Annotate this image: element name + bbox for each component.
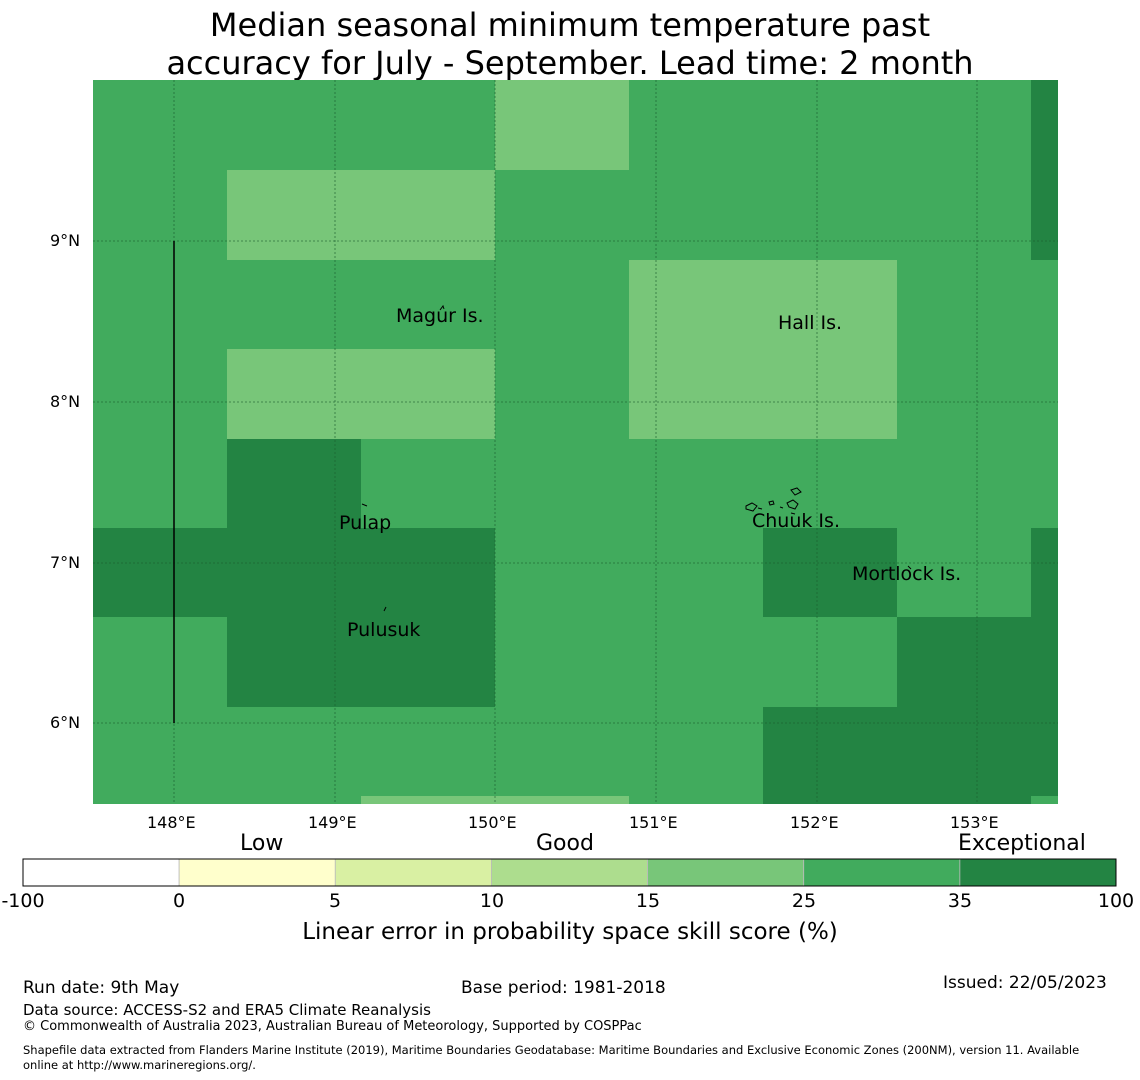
colorbar-tick: -100 xyxy=(1,890,45,912)
colorbar-segment xyxy=(22,858,180,887)
colorbar-outline xyxy=(22,858,1117,887)
colorbar-tick: 35 xyxy=(947,890,973,912)
colorbar-category-good: Good xyxy=(536,831,594,856)
colorbar-tick: 15 xyxy=(635,890,661,912)
colorbar-tick: 10 xyxy=(479,890,505,912)
gridlines xyxy=(93,80,1058,804)
data-source: Data source: ACCESS-S2 and ERA5 Climate … xyxy=(23,1001,431,1019)
skill-cell-light xyxy=(227,170,495,260)
base-period: Base period: 1981-2018 xyxy=(461,978,666,998)
skill-cell-dark xyxy=(763,528,897,617)
lat-tick-label: 8°N xyxy=(50,392,81,411)
colorbar-tick: 5 xyxy=(328,890,342,912)
place-label-mortlock: Mortlock Is. xyxy=(852,563,962,585)
lon-tick-label: 153°E xyxy=(950,813,999,832)
lat-tick-label: 9°N xyxy=(50,231,81,250)
issued-date: Issued: 22/05/2023 xyxy=(943,973,1107,993)
colorbar-segment xyxy=(803,858,961,887)
title-line-2: accuracy for July - September. Lead time… xyxy=(166,44,974,82)
colorbar-category-low: Low xyxy=(240,831,284,856)
skill-cell-light xyxy=(495,80,629,170)
colorbar-segment xyxy=(334,858,492,887)
colorbar-category-exceptional: Exceptional xyxy=(958,831,1086,856)
copyright: © Commonwealth of Australia 2023, Austra… xyxy=(23,1019,642,1034)
map-title: Median seasonal minimum temperature past… xyxy=(0,6,1140,82)
skill-cell-dark xyxy=(1031,528,1058,617)
shapefile-credit-line-2: online at http://www.marineregions.org/. xyxy=(23,1058,256,1072)
skill-cell-dark xyxy=(763,796,1031,804)
skill-cell-dark xyxy=(763,707,1031,796)
skill-cell-light xyxy=(227,349,495,439)
colorbar-segment xyxy=(491,858,648,887)
lon-tick-label: 152°E xyxy=(790,813,839,832)
title-line-1: Median seasonal minimum temperature past xyxy=(209,6,931,44)
lon-tick-label: 150°E xyxy=(468,813,517,832)
skill-cell-dark xyxy=(897,617,1058,707)
place-label-pulap: Pulap xyxy=(339,512,392,534)
colorbar-segment xyxy=(959,858,1117,887)
colorbar-tick: 25 xyxy=(791,890,817,912)
shapefile-credit-line-1: Shapefile data extracted from Flanders M… xyxy=(23,1043,1080,1057)
lat-tick-label: 6°N xyxy=(50,713,81,732)
colorbar-segment xyxy=(647,858,805,887)
skill-cell-dark xyxy=(227,617,495,707)
skill-cell-dark xyxy=(227,439,361,529)
lon-tick-label: 148°E xyxy=(147,813,196,832)
lon-tick-label: 149°E xyxy=(308,813,357,832)
colorbar-label: Linear error in probability space skill … xyxy=(302,919,838,945)
colorbar-tick: 0 xyxy=(172,890,186,912)
place-label-chuuk: Chuuk Is. xyxy=(752,510,840,532)
colorbar-segment xyxy=(178,858,336,887)
skill-cell-dark xyxy=(93,528,495,617)
place-label-hall: Hall Is. xyxy=(778,312,843,334)
skill-cell-dark xyxy=(1031,80,1058,260)
colorbar-tick: 100 xyxy=(1097,890,1135,912)
island-outlines xyxy=(361,304,912,612)
run-date: Run date: 9th May xyxy=(23,978,180,998)
colorbar xyxy=(22,858,1117,887)
lat-tick-label: 7°N xyxy=(50,553,81,572)
skill-cell-dark xyxy=(1031,707,1058,796)
place-label-magur: Magur Is. xyxy=(396,305,484,327)
lon-tick-label: 151°E xyxy=(629,813,678,832)
place-label-pulusuk: Pulusuk xyxy=(347,619,421,641)
skill-cell-light xyxy=(629,260,897,439)
